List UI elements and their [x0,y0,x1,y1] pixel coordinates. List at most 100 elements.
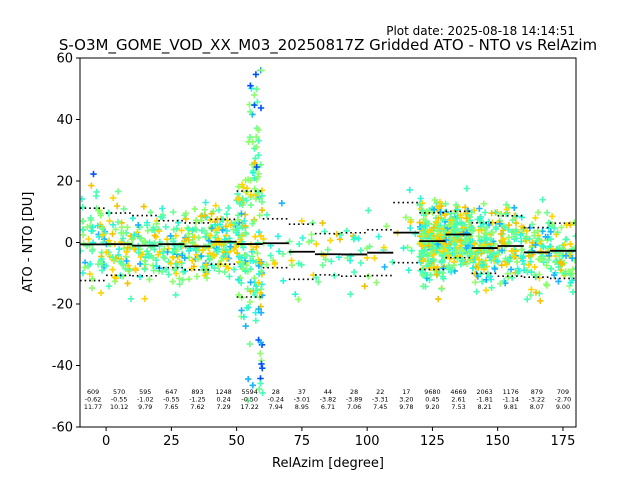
data-point [357,247,364,254]
data-point [566,282,573,290]
x-tick-label: 100 [355,434,380,449]
data-point [234,196,241,203]
data-point [562,252,570,259]
x-tick-label: 50 [228,434,245,449]
data-point [122,265,129,272]
data-point [195,234,202,241]
data-point [90,170,97,178]
bin-std-label: 9.00 [556,403,570,411]
bin-mean-label: -0.55 [111,396,128,404]
data-point [381,263,388,271]
data-point [233,227,241,234]
data-point [433,219,440,226]
bin-std-label: 7.53 [451,403,465,411]
data-point [226,273,233,280]
data-point [454,206,461,213]
data-point [502,210,510,218]
data-point [198,217,205,224]
data-point [309,219,316,227]
data-point [85,235,92,243]
data-point [536,290,543,297]
data-point [534,235,542,242]
data-point [475,256,483,263]
y-tick-label: 40 [56,113,73,128]
data-point [430,206,438,213]
data-point [474,249,482,256]
data-point [476,205,483,212]
data-point [238,254,245,261]
data-point [347,291,354,298]
data-point [308,231,315,238]
data-point [95,261,102,268]
data-point [275,248,283,255]
data-point [123,257,130,265]
data-point [222,250,229,258]
data-point [202,199,209,206]
data-point [141,237,148,245]
data-point [256,385,263,393]
data-point [102,262,109,270]
data-point [172,270,180,277]
data-point [126,266,133,273]
data-point [451,241,458,248]
data-point [259,365,266,372]
data-point [212,234,219,241]
data-point [412,230,419,237]
data-point [254,239,261,246]
data-point [517,231,524,239]
data-point [184,224,191,231]
data-point [513,258,521,266]
data-point [80,240,87,247]
data-point [405,267,412,274]
data-point [242,211,249,218]
data-point [422,222,429,229]
bin-mean-label: -3.89 [346,396,363,404]
bin-mean-label: -0.62 [85,396,102,404]
data-point [255,170,262,177]
data-point [170,208,177,216]
data-point [80,195,85,203]
data-point [371,255,378,262]
data-point [244,397,252,404]
bin-std-label: 7.06 [347,403,361,411]
data-point [254,250,261,257]
data-point [258,360,265,368]
data-point [438,257,446,264]
data-point [555,278,562,285]
data-point [446,255,454,262]
data-point [492,225,500,233]
bin-count-label: 709 [557,388,569,396]
bin-count-label: 37 [298,388,306,396]
data-point [112,226,119,233]
data-point [487,276,495,283]
data-point [298,217,305,225]
data-point [242,322,249,330]
data-point [245,304,252,311]
data-point [246,134,254,141]
data-point [176,258,183,266]
data-point [532,214,539,221]
data-point [251,291,258,299]
data-point [451,223,458,230]
data-point [322,256,329,263]
data-point [258,207,266,214]
data-point [534,227,541,234]
data-point [178,227,185,234]
data-point [557,260,564,267]
data-point [420,283,427,290]
data-point [444,249,452,256]
data-point [199,247,206,254]
data-point [215,235,222,242]
bin-count-label: 1176 [503,388,519,396]
data-point [489,229,496,236]
bin-std-label: 9.79 [138,403,152,411]
data-point [366,243,373,250]
data-point [518,246,525,253]
data-point [463,244,470,252]
data-point [189,226,196,234]
data-point [222,232,230,239]
bin-mean-label: 0.24 [216,396,230,404]
data-point [430,251,437,258]
data-point [567,279,574,286]
